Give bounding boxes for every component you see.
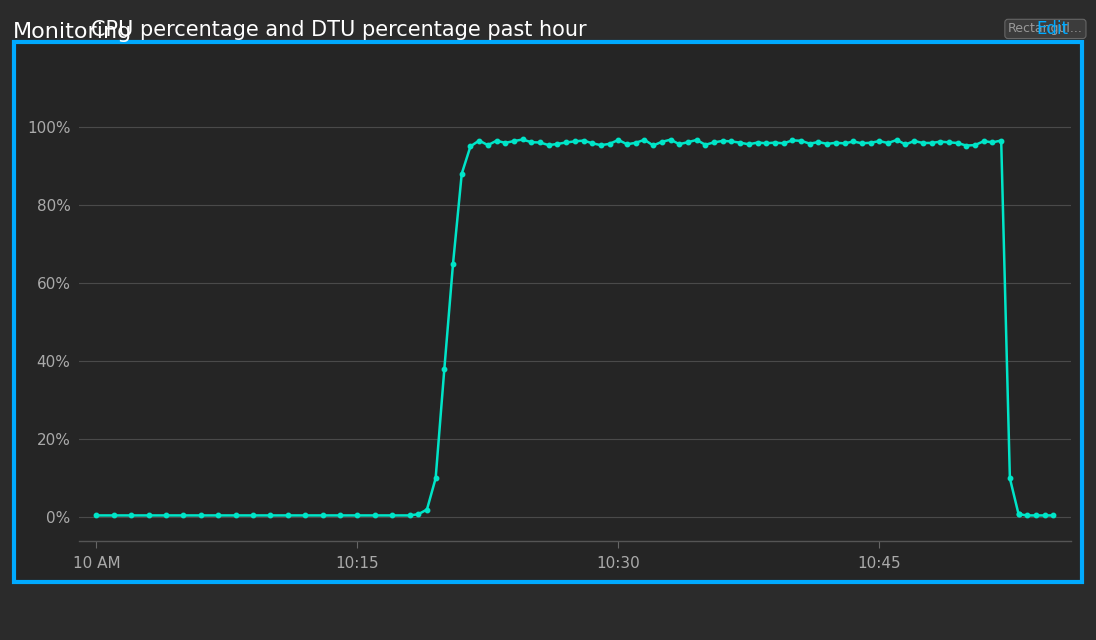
Text: Rectangul...: Rectangul... [1008,22,1083,35]
Text: Edit: Edit [1037,20,1069,38]
Text: CPU percentage and DTU percentage past hour: CPU percentage and DTU percentage past h… [91,20,586,40]
Text: Monitoring: Monitoring [13,22,133,42]
